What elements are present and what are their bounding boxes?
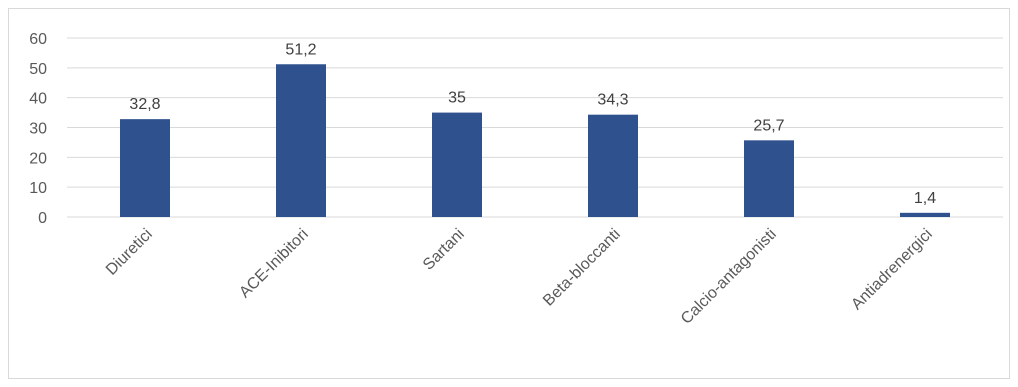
bar (276, 64, 326, 218)
data-label: 35 (448, 90, 466, 107)
bar (588, 114, 638, 217)
x-category-label: Diuretici (103, 226, 156, 279)
x-axis-labels: Diuretici ACE-Inibitori Sartani Beta-blocca… (103, 226, 936, 328)
x-category-label: Calcio-antagonisti (678, 226, 780, 328)
data-label: 25,7 (753, 117, 784, 134)
data-label: 32,8 (129, 96, 160, 113)
y-axis-ticks: 0 10 20 30 40 50 60 (29, 31, 47, 227)
y-tick-label: 60 (29, 31, 47, 48)
y-tick-label: 20 (29, 150, 47, 167)
x-category-label: Beta-bloccanti (540, 226, 624, 310)
x-category-label: ACE-Inibitori (236, 226, 312, 302)
data-label: 1,4 (914, 190, 936, 207)
y-tick-label: 0 (38, 210, 47, 227)
bar (120, 119, 170, 217)
x-category-label: Sartani (420, 226, 468, 274)
data-labels: 32,8 51,2 35 34,3 25,7 1,4 (129, 41, 936, 207)
data-label: 34,3 (597, 92, 628, 109)
chart-frame (8, 8, 1010, 379)
x-category-label: Antiadrenergici (848, 226, 935, 313)
data-label: 51,2 (285, 41, 316, 58)
bar (900, 212, 950, 217)
bar (744, 140, 794, 217)
bars (120, 64, 950, 218)
gridlines (67, 37, 1003, 218)
y-tick-label: 40 (29, 91, 47, 108)
y-tick-label: 10 (29, 180, 47, 197)
bar (432, 112, 482, 217)
y-tick-label: 50 (29, 61, 47, 78)
y-tick-label: 30 (29, 121, 47, 138)
